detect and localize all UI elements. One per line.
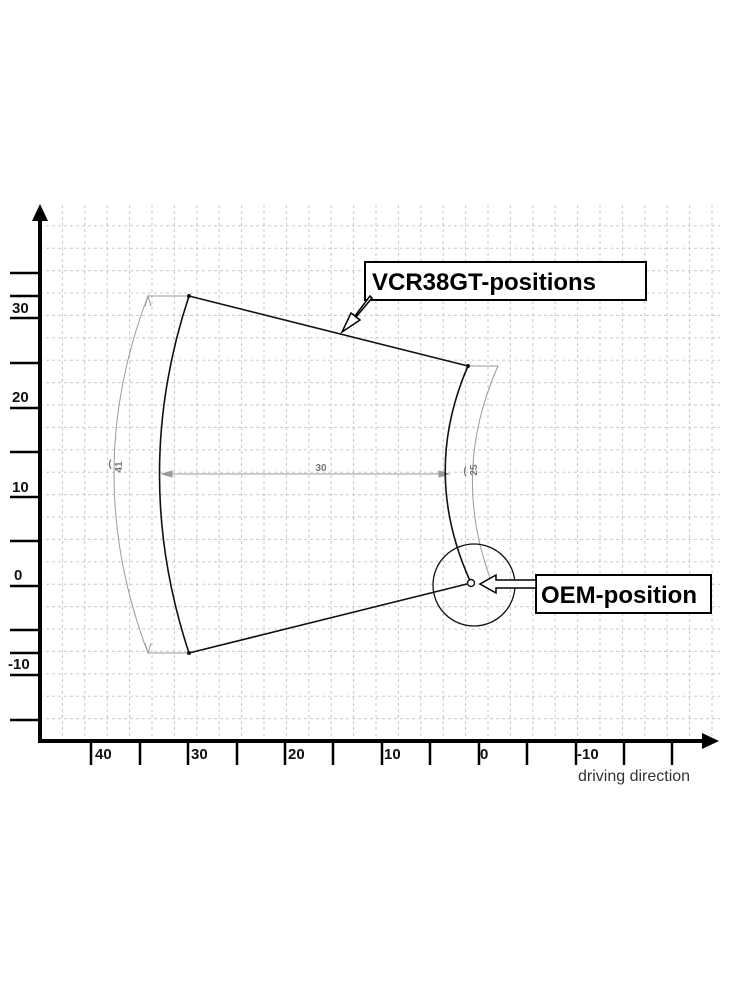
oem-callout-label: OEM-position: [541, 582, 697, 609]
axis-ticks: [10, 271, 674, 765]
y-tick-label-10: 10: [12, 479, 29, 496]
x-tick-label-10: 10: [384, 746, 401, 763]
corner-point-bottom-left: [187, 651, 191, 655]
inner-radius-paren-icon: (: [463, 466, 467, 477]
vcr-callout-box: [364, 261, 647, 301]
callout-arrow-icon: [340, 294, 374, 335]
corner-point-top-left: [187, 294, 191, 298]
outer-radius-arc: [113, 295, 149, 654]
y-tick-label-0: 0: [14, 567, 22, 584]
x-tick-label-20: 20: [288, 746, 305, 763]
oem-callout-box: [535, 574, 712, 614]
inner-radius-arc: [471, 365, 499, 584]
x-tick-label-40: 40: [95, 746, 112, 763]
dimension-lines: [113, 294, 499, 655]
x-tick-label-30: 30: [191, 746, 208, 763]
width-dim-arrow-right: [438, 470, 451, 478]
y-tick-label-20: 20: [12, 389, 29, 406]
outer-arc-arrow-top: [144, 294, 152, 307]
vcr-callout: VCR38GT-positions: [340, 261, 647, 335]
y-tick-label-30: 30: [12, 300, 29, 317]
x-tick-label-0: 0: [480, 746, 488, 763]
vcr-callout-label: VCR38GT-positions: [372, 269, 596, 296]
width-dim-arrow-left: [160, 470, 173, 478]
y-axis-arrow-icon: [32, 204, 48, 221]
oem-callout-arrow-icon: [478, 573, 537, 595]
outer-radius-label: 41: [114, 461, 125, 473]
oem-callout: OEM-position: [478, 573, 712, 614]
sector-top-edge: [188, 295, 469, 367]
sector-outer-arc: [158, 295, 190, 654]
width-label: 30: [315, 463, 327, 474]
outer-arc-arrow-bottom: [144, 642, 152, 655]
x-tick-label-minus-10: -10: [577, 746, 599, 763]
axes: [10, 204, 719, 765]
vcr-sector: [158, 295, 472, 654]
sector-bottom-edge: [188, 582, 472, 654]
x-axis-arrow-icon: [702, 733, 719, 749]
sector-inner-arc: [444, 365, 472, 584]
x-axis-caption: driving direction: [578, 768, 690, 785]
y-tick-label-minus-10: -10: [8, 656, 30, 673]
oem-point-icon: [466, 578, 476, 588]
inner-radius-label: 25: [469, 464, 480, 476]
outer-radius-paren-icon: (: [108, 459, 112, 470]
corner-point-top-right: [466, 364, 470, 368]
